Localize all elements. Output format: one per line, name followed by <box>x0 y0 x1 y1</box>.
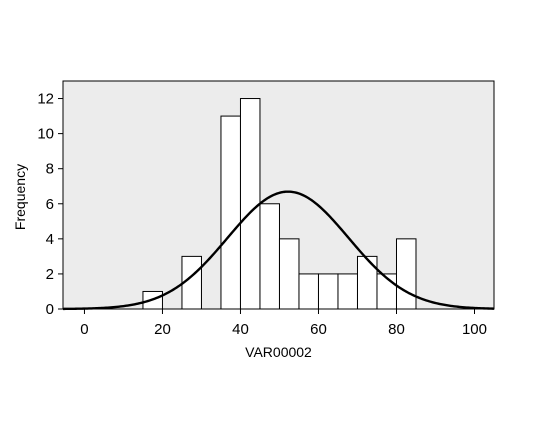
y-tick-label: 4 <box>46 231 54 248</box>
x-axis-title: VAR00002 <box>245 344 312 360</box>
y-axis-title: Frequency <box>12 164 28 230</box>
x-tick-label: 20 <box>154 321 171 338</box>
y-tick-label: 0 <box>46 301 54 318</box>
y-tick-label: 6 <box>46 196 54 213</box>
histogram-bar <box>220 115 241 310</box>
histogram-bar <box>337 273 358 310</box>
x-tick-label: 80 <box>388 321 405 338</box>
x-tick-label: 100 <box>462 321 487 338</box>
y-axis: 0 2 4 6 8 10 12 <box>37 91 63 318</box>
histogram-bar <box>278 238 300 310</box>
y-tick-label: 8 <box>46 161 54 178</box>
y-tick-label: 10 <box>37 126 54 143</box>
histogram-bar <box>395 238 417 310</box>
normal-curve <box>62 190 495 311</box>
y-tick-label: 12 <box>37 91 54 108</box>
histogram-bar <box>239 98 261 310</box>
plot-frame <box>62 80 495 310</box>
histogram-bar <box>356 255 378 310</box>
histogram-bar <box>259 203 280 310</box>
x-axis: 0 20 40 60 80 100 <box>80 309 487 338</box>
x-tick-label: 40 <box>232 321 249 338</box>
y-tick-label: 2 <box>46 266 54 283</box>
histogram-bar <box>298 273 319 310</box>
x-tick-label: 0 <box>80 321 88 338</box>
histogram-bar <box>317 273 339 310</box>
x-tick-label: 60 <box>310 321 327 338</box>
histogram-bars <box>123 98 417 310</box>
